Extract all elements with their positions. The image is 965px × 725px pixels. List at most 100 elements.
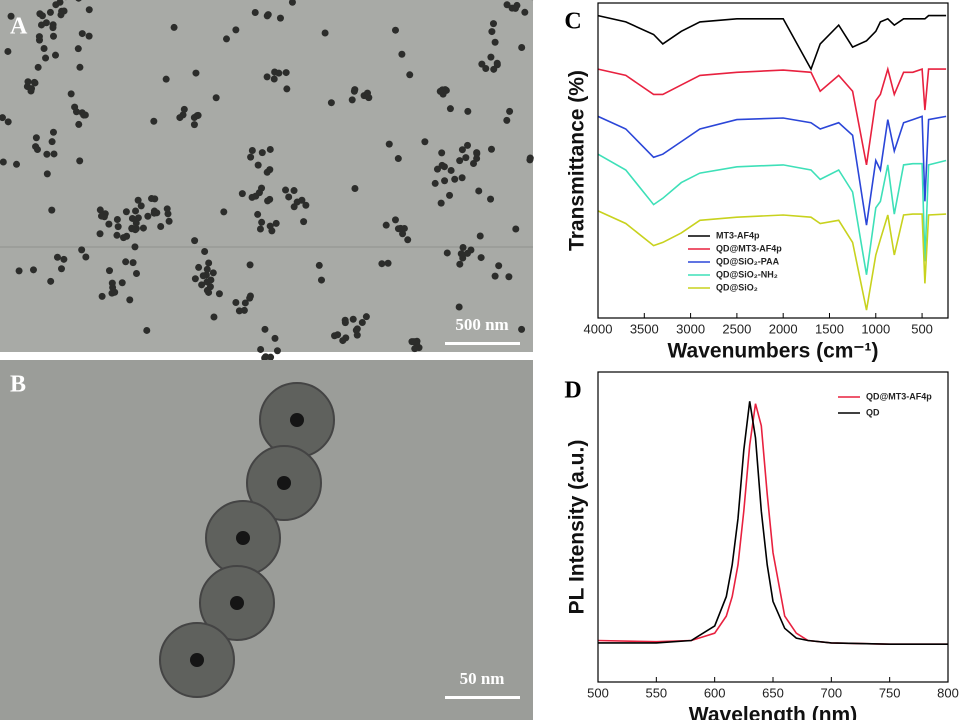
y-axis-label: PL Intensity (a.u.) [566, 440, 589, 615]
particle [262, 353, 269, 360]
particle [527, 155, 534, 162]
particle [441, 163, 448, 170]
particle [331, 332, 338, 339]
x-tick-label: 3500 [630, 321, 659, 336]
particle [130, 259, 137, 266]
particle [401, 225, 408, 232]
particle [254, 211, 261, 218]
particle [462, 154, 469, 161]
particle [518, 44, 525, 51]
particle [38, 21, 45, 28]
particle [99, 293, 106, 300]
particle [505, 273, 512, 280]
particle [47, 278, 54, 285]
particle [300, 218, 307, 225]
particle [291, 187, 298, 194]
particle [50, 129, 57, 136]
particle [131, 243, 138, 250]
tem-image-a [0, 0, 536, 361]
x-tick-label: 750 [879, 685, 901, 700]
particle [50, 150, 57, 157]
particle [283, 69, 290, 76]
legend-label: QD [866, 407, 880, 417]
particle [482, 65, 489, 72]
core [190, 653, 204, 667]
particle [126, 296, 133, 303]
particle [264, 197, 271, 204]
particle [264, 169, 271, 176]
particle [76, 157, 83, 164]
legend-label: QD@SiO₂-PAA [716, 256, 780, 266]
x-tick-label: 500 [587, 685, 609, 700]
particle [456, 303, 463, 310]
particle [144, 213, 151, 220]
particle [302, 202, 309, 209]
particle [257, 226, 264, 233]
x-tick-label: 650 [762, 685, 784, 700]
particle [249, 194, 256, 201]
particle [49, 24, 56, 31]
particle [148, 195, 155, 202]
particle [316, 262, 323, 269]
particle [264, 73, 271, 80]
particle [181, 106, 188, 113]
particle [79, 30, 86, 37]
particle [363, 313, 370, 320]
particle [35, 64, 42, 71]
particle [122, 258, 129, 265]
x-tick-label: 600 [704, 685, 726, 700]
particle [475, 187, 482, 194]
series-line [598, 401, 948, 644]
particle [0, 159, 7, 166]
particle [438, 200, 445, 207]
particle [434, 166, 441, 173]
series-line [598, 16, 946, 70]
particle [395, 155, 402, 162]
tem-image-b [0, 360, 533, 720]
particle [247, 261, 254, 268]
particle [460, 244, 467, 251]
core [236, 531, 250, 545]
scale-label: 500 nm [455, 315, 508, 334]
particle [398, 51, 405, 58]
x-tick-label: 1000 [861, 321, 890, 336]
particle [351, 185, 358, 192]
panel-label: B [10, 372, 26, 398]
x-tick-label: 550 [645, 685, 667, 700]
particle [113, 232, 120, 239]
particle [36, 33, 43, 40]
particle [351, 86, 358, 93]
particle [487, 196, 494, 203]
particle [521, 9, 528, 16]
particle [220, 208, 227, 215]
series-line [598, 404, 948, 645]
scale-bar [445, 342, 520, 345]
particle [473, 150, 480, 157]
particle [114, 216, 121, 223]
particle [488, 28, 495, 35]
particle [350, 316, 357, 323]
particle [135, 197, 142, 204]
particle [210, 269, 217, 276]
particle [268, 227, 275, 234]
particle [447, 105, 454, 112]
particle [271, 335, 278, 342]
particle [411, 345, 418, 352]
particle [78, 246, 85, 253]
particle [176, 114, 183, 121]
particle [275, 70, 282, 77]
particle [16, 267, 23, 274]
particle [255, 162, 262, 169]
particle [459, 146, 466, 153]
particle [119, 279, 126, 286]
particle [277, 15, 284, 22]
x-tick-label: 4000 [584, 321, 613, 336]
x-axis-label: Wavenumbers (cm⁻¹) [667, 340, 878, 363]
particle [109, 284, 116, 291]
particle [133, 225, 140, 232]
particle [76, 64, 83, 71]
particle [4, 48, 11, 55]
particle [378, 260, 385, 267]
particle [41, 45, 48, 52]
legend-label: QD@MT3-AF4p [866, 391, 932, 401]
